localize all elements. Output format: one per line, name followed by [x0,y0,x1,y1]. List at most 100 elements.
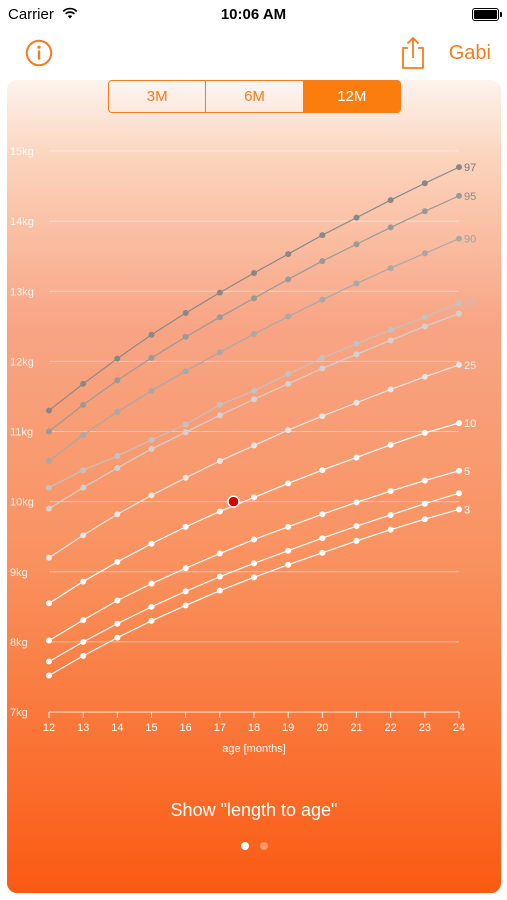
series-line [48,166,460,411]
series-point [114,634,121,641]
y-tick-label: 12kg [10,356,34,368]
series-point [319,549,326,556]
status-bar: Carrier 10:06 AM [0,0,507,28]
page-indicator[interactable] [7,842,501,850]
series-point [387,441,394,448]
page-dot-1[interactable] [240,842,249,850]
series-point [182,333,189,340]
series-point [285,561,292,568]
x-tick-label: 17 [214,722,226,734]
profile-name-button[interactable]: Gabi [448,42,491,64]
wifi-icon [62,6,78,24]
y-tick-label: 13kg [10,286,34,298]
x-tick-label: 21 [350,722,362,734]
y-tick-label: 14kg [10,216,34,228]
series-point [387,526,394,533]
series-point [148,540,155,547]
series-point [456,235,462,242]
series-point [353,454,360,461]
series-point [421,250,428,257]
series-point [216,457,223,464]
series-point [353,399,360,406]
growth-chart-card: 7kg 8kg 9kg 10kg 11kg 12kg 13kg 14kg 15kg 12 13 14 1… [7,80,501,893]
series-label: 5 [464,466,470,478]
series-point [148,331,155,338]
series-point [353,537,360,544]
series-point [285,523,292,530]
series-point [148,446,155,453]
series-point [456,420,462,427]
nav-bar: Gabi [0,28,507,76]
series-point [182,602,189,609]
series-point [421,314,428,321]
series-point [80,484,87,491]
series-point [46,457,52,464]
share-icon[interactable] [398,36,428,70]
series-point [148,387,155,394]
x-tick-label: 13 [77,722,89,734]
series-point [387,511,394,518]
series-point [353,499,360,506]
series-point [285,370,292,377]
series-line [48,302,460,489]
x-tick-label: 20 [316,722,328,734]
page-dot-2[interactable] [259,842,268,850]
series-point [456,490,462,497]
x-tick-label: 22 [385,722,397,734]
series-point [148,436,155,443]
series-point [80,617,87,624]
series-label: 10 [464,418,476,430]
series-point [353,214,360,221]
series-point [285,427,292,434]
series-point [114,453,121,460]
series-point [251,442,257,449]
series-point [80,652,87,659]
series-point [148,354,155,361]
x-tick-label: 15 [145,722,157,734]
series-point [387,265,394,272]
series-point [251,270,257,277]
series-point [421,500,428,507]
y-tick-label: 10kg [10,497,34,509]
series-point [319,467,326,474]
series-label: 75 [464,298,476,310]
series-point [387,488,394,495]
series-point [387,337,394,344]
series-point [80,467,87,474]
tab-6m[interactable]: 6M [206,81,304,112]
series-point [251,295,257,302]
x-tick-label: 24 [453,722,465,734]
info-icon[interactable] [25,39,53,67]
show-length-to-age-link[interactable]: Show "length to age" [170,800,338,820]
series-line [48,313,460,510]
series-point [285,251,292,258]
series-point [251,560,257,567]
series-point [46,505,52,512]
series-point [46,428,52,435]
series-point [387,326,394,333]
series-point [319,258,326,265]
series-point [46,637,52,644]
series-point [353,340,360,347]
clock-label: 10:06 AM [220,6,287,23]
y-tick-label: 15kg [10,146,34,158]
x-tick-label: 19 [282,722,294,734]
y-tick-label: 8kg [10,637,28,649]
series-point [251,494,257,501]
series-point [251,396,257,403]
series-label: 25 [464,360,476,372]
carrier-label: Carrier [8,6,54,23]
tab-12m[interactable]: 12M [303,81,400,112]
series-point [456,192,462,199]
series-point [319,535,326,542]
series-point [182,474,189,481]
tab-3m[interactable]: 3M [109,81,207,112]
series-point [46,554,52,561]
battery-icon [472,8,502,21]
series-point [421,180,428,187]
series-point [182,523,189,530]
series-point [80,578,87,585]
series-point [421,477,428,484]
series-point [114,511,121,518]
series-point [319,296,326,303]
